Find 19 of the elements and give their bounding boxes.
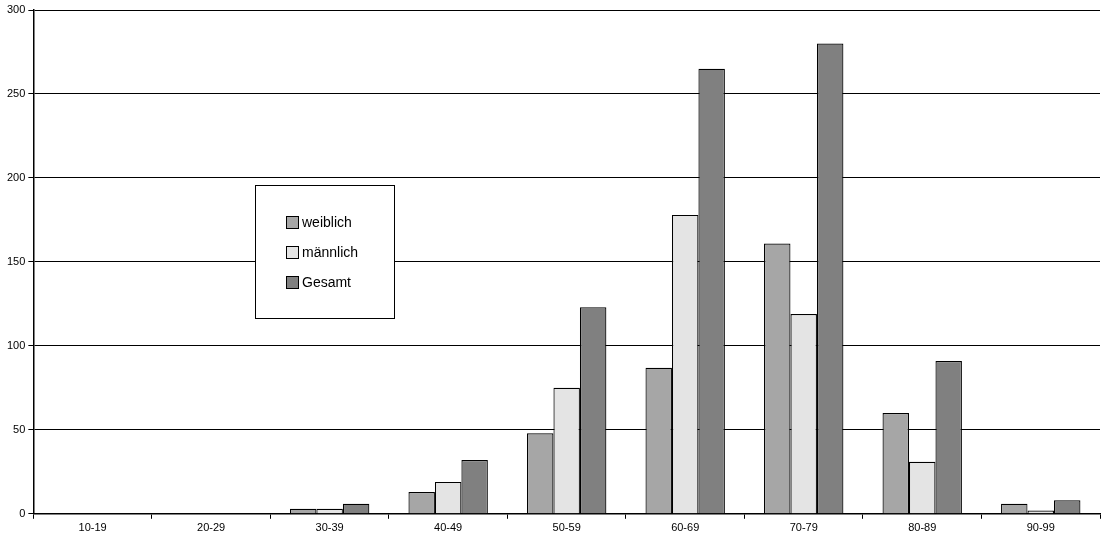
x-tick-label: 30-39 — [315, 521, 344, 534]
x-tick-label: 90-99 — [1026, 521, 1055, 534]
x-tick-label: 80-89 — [908, 521, 937, 534]
x-tick-label: 10-19 — [78, 521, 107, 534]
y-tick-label: 200 — [6, 170, 26, 183]
legend-label: männlich — [302, 244, 359, 260]
legend-label: weiblich — [302, 214, 352, 230]
legend-label: Gesamt — [302, 274, 352, 290]
y-tick-label: 100 — [6, 338, 26, 351]
y-tick-label: 300 — [6, 3, 26, 16]
x-tick-label: 20-29 — [197, 521, 226, 534]
y-tick-label: 150 — [6, 254, 26, 267]
x-tick-label: 70-79 — [789, 521, 818, 534]
x-tick-label: 50-59 — [552, 521, 581, 534]
y-tick-label: 0 — [19, 506, 26, 519]
x-tick-label: 40-49 — [434, 521, 463, 534]
y-tick-label: 250 — [6, 87, 26, 99]
x-tick-label: 60-69 — [671, 521, 700, 534]
y-tick-label: 50 — [13, 422, 26, 435]
